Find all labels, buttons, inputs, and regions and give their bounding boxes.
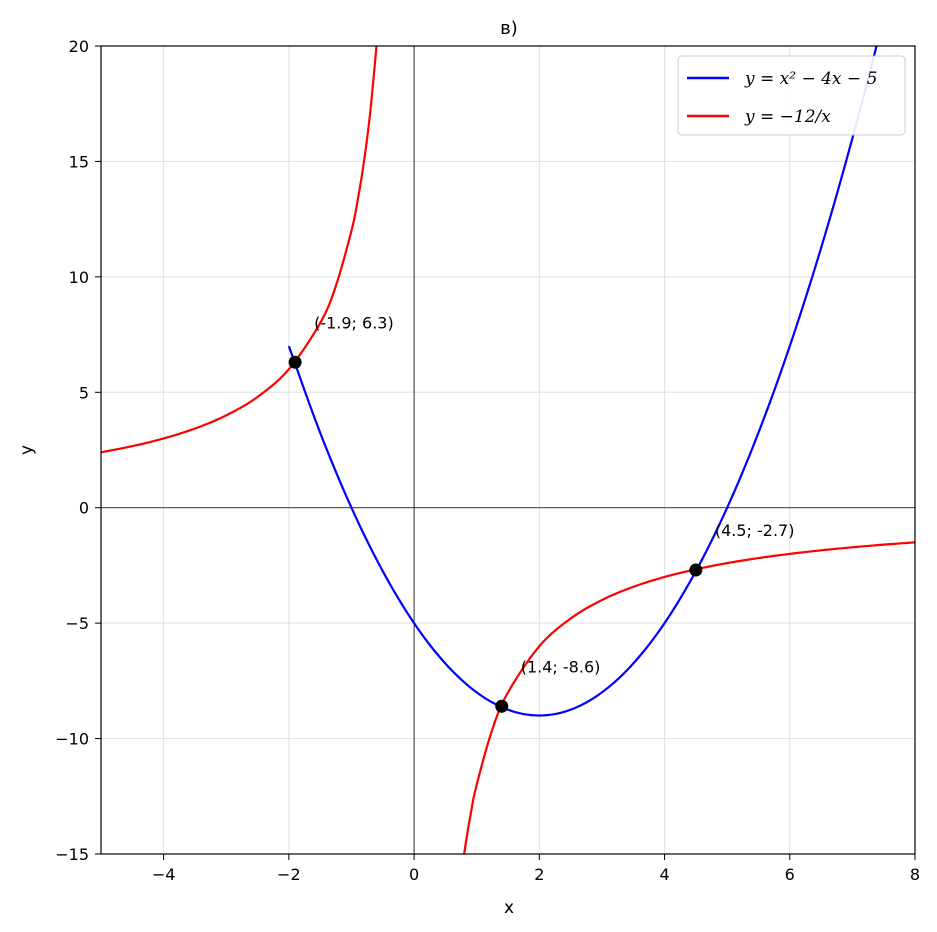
chart-title: в): [500, 18, 518, 39]
legend-label-1: y = x² − 4x − 5: [744, 69, 877, 89]
x-tick-label: 0: [409, 865, 419, 884]
y-tick-label: 10: [69, 268, 89, 287]
intersection-point-1: [288, 355, 302, 369]
y-tick-label: −15: [55, 845, 89, 864]
series-line-2-branch-1: [101, 46, 378, 454]
annotations: (-1.9; 6.3) (1.4; -8.6) (4.5; -2.7): [314, 313, 794, 676]
legend-label-2: y = −12/x: [744, 107, 831, 127]
y-tick-label: −5: [65, 614, 89, 633]
x-tick-label: 4: [659, 865, 669, 884]
y-ticks: −15 −10 −5 0 5 10 15 20: [55, 37, 101, 864]
x-tick-label: 6: [785, 865, 795, 884]
x-tick-label: −4: [152, 865, 176, 884]
y-tick-label: −10: [55, 730, 89, 749]
points-layer: [288, 355, 703, 713]
y-axis-title: y: [17, 445, 37, 455]
x-tick-label: 8: [910, 865, 920, 884]
intersection-point-2: [495, 699, 509, 713]
point-label-3: (4.5; -2.7): [715, 521, 795, 540]
x-ticks: −4 −2 0 2 4 6 8: [152, 854, 920, 884]
point-label-1: (-1.9; 6.3): [314, 313, 394, 332]
x-axis-title: x: [504, 898, 514, 918]
x-tick-label: −2: [277, 865, 301, 884]
series-layer: [101, 46, 915, 854]
legend: y = x² − 4x − 5 y = −12/x: [677, 55, 906, 136]
y-tick-label: 20: [69, 37, 89, 56]
plot-frame: [100, 45, 916, 855]
intersection-point-3: [689, 563, 703, 577]
x-tick-label: 2: [534, 865, 544, 884]
y-tick-label: 0: [79, 499, 89, 518]
legend-box: [677, 55, 906, 136]
y-tick-label: 5: [79, 383, 89, 402]
series-line-2-branch-2: [463, 541, 915, 854]
series-line-1-branch-1: [287, 46, 878, 717]
zero-axis-lines: [101, 46, 915, 854]
y-tick-label: 15: [69, 152, 89, 171]
point-label-2: (1.4; -8.6): [521, 657, 601, 676]
